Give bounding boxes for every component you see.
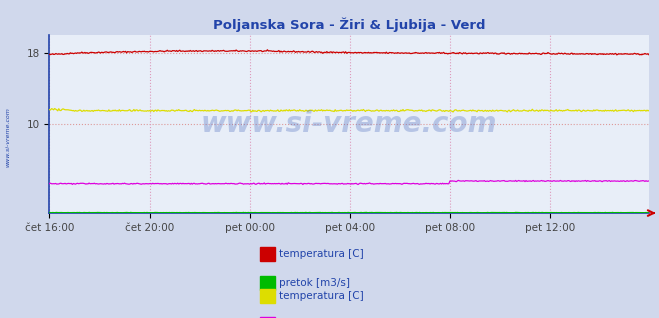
Text: temperatura [C]: temperatura [C] (279, 249, 364, 259)
Text: www.si-vreme.com: www.si-vreme.com (201, 110, 498, 138)
Text: temperatura [C]: temperatura [C] (279, 291, 364, 301)
Text: pretok [m3/s]: pretok [m3/s] (279, 278, 350, 288)
Title: Poljanska Sora - Žiri & Ljubija - Verd: Poljanska Sora - Žiri & Ljubija - Verd (213, 18, 486, 32)
Text: www.si-vreme.com: www.si-vreme.com (5, 107, 11, 167)
